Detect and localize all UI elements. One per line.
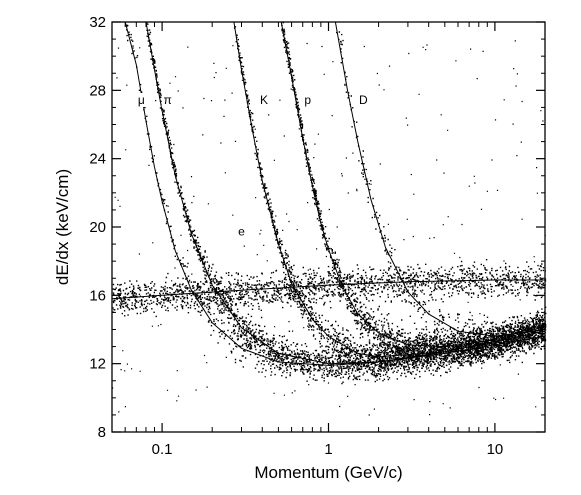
- band-label: K: [260, 93, 268, 107]
- y-tick-label: 28: [89, 82, 106, 99]
- scatter-points: [112, 22, 547, 416]
- y-tick-label: 24: [89, 151, 106, 168]
- x-axis-title: Momentum (GeV/c): [254, 463, 402, 482]
- band-curve-p: [280, 21, 546, 348]
- band-label-backing: [258, 93, 272, 107]
- y-tick-label: 12: [89, 356, 106, 373]
- scatter-point-cloud: [112, 22, 547, 416]
- band-label-backing: [135, 93, 149, 107]
- band-label-backing: [301, 93, 315, 107]
- x-axis-ticks: 0.1 1 10: [111, 22, 546, 458]
- band-curve-D: [334, 21, 546, 337]
- y-tick-label: 8: [98, 424, 106, 441]
- band-label: D: [359, 93, 368, 107]
- y-axis-title: dE/dx (keV/cm): [53, 169, 72, 285]
- x-tick-label: 0.1: [152, 441, 173, 458]
- band-curve-K: [233, 21, 546, 358]
- band-label: p: [304, 93, 311, 107]
- y-tick-label: 16: [89, 287, 106, 304]
- band-label: μ: [138, 93, 145, 107]
- band-label-backing: [235, 224, 249, 239]
- band-label-backing: [161, 93, 175, 107]
- band-curve-μ: [124, 21, 546, 366]
- band-label: π: [164, 93, 172, 107]
- y-axis-ticks: 8 12 16 20 24 28 32: [89, 14, 545, 441]
- x-tick-label: 10: [487, 441, 504, 458]
- band-label-backing: [357, 93, 371, 107]
- y-tick-label: 32: [89, 14, 106, 31]
- band-curve-e: [111, 279, 545, 300]
- band-label: e: [238, 225, 245, 239]
- x-tick-label: 1: [324, 441, 332, 458]
- y-tick-label: 20: [89, 219, 106, 236]
- band-curves: [111, 21, 546, 366]
